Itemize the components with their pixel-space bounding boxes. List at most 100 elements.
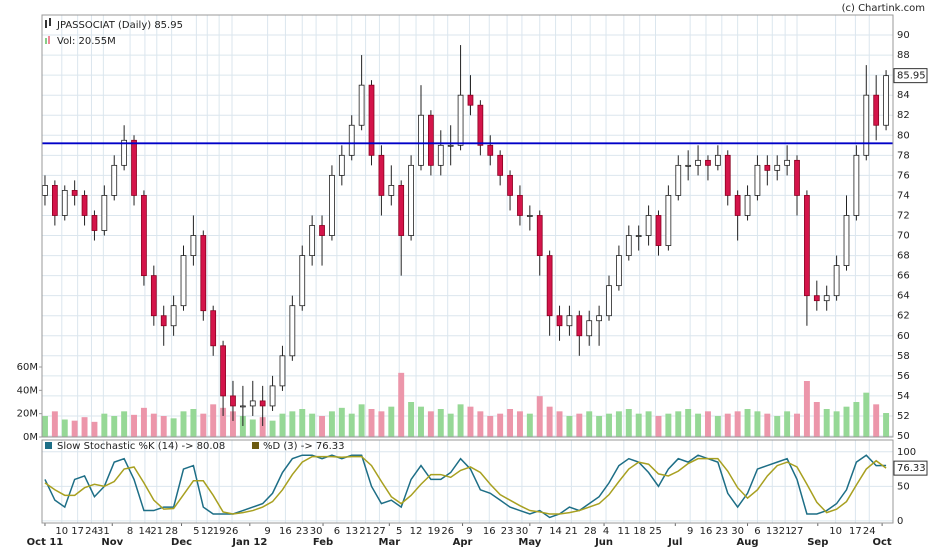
month-label: Jul bbox=[667, 537, 682, 548]
volume-bar bbox=[704, 411, 711, 437]
month-label: Aug bbox=[737, 537, 759, 548]
candle-body bbox=[576, 315, 583, 337]
y-tick-label: 74 bbox=[897, 190, 910, 201]
volume-bar bbox=[427, 411, 434, 437]
volume-bar bbox=[695, 413, 702, 437]
icon bbox=[49, 18, 51, 26]
icon bbox=[45, 20, 47, 28]
y-tick-label: 78 bbox=[897, 150, 910, 161]
candle-body bbox=[269, 385, 276, 407]
candle-body bbox=[596, 315, 602, 322]
volume-bar bbox=[566, 416, 573, 437]
volume-bar bbox=[220, 407, 227, 437]
volume-bar bbox=[645, 411, 652, 437]
stoch-box bbox=[893, 460, 928, 476]
candle-body bbox=[695, 159, 701, 166]
x-tick-label: 17 bbox=[849, 526, 862, 537]
volume-bar bbox=[378, 411, 385, 437]
y-tick-label: 56 bbox=[897, 371, 910, 382]
x-tick-label: 7 bbox=[537, 526, 543, 537]
candle-body bbox=[497, 154, 504, 176]
x-tick-label: 13 bbox=[345, 526, 358, 537]
candle-body bbox=[685, 164, 692, 167]
volume-bar bbox=[556, 411, 563, 437]
month-label: Oct bbox=[873, 537, 892, 548]
month-label: Jan 12 bbox=[231, 537, 267, 548]
candle-body bbox=[665, 195, 672, 246]
x-tick-label: 10 bbox=[829, 526, 842, 537]
candle-body bbox=[477, 104, 484, 146]
candle-body bbox=[378, 154, 385, 196]
x-tick-label: 31 bbox=[97, 526, 110, 537]
y-tick-label: 52 bbox=[897, 411, 910, 422]
candle-body bbox=[220, 345, 226, 397]
volume-bar bbox=[724, 413, 731, 437]
legend-label: Slow Stochastic %K (14) -> 80.08 bbox=[57, 441, 225, 452]
x-tick-label: 9 bbox=[466, 526, 472, 537]
candle-body bbox=[517, 195, 523, 216]
legend-swatch bbox=[45, 442, 52, 449]
candle-body bbox=[299, 255, 306, 307]
volume-bar bbox=[873, 404, 880, 437]
volume-bar bbox=[388, 406, 395, 437]
volume-bar bbox=[131, 414, 137, 437]
candle-body bbox=[329, 174, 335, 236]
x-tick-label: 12 bbox=[201, 526, 214, 537]
volume-bar bbox=[615, 411, 622, 437]
candle-body bbox=[437, 144, 444, 166]
candle-body bbox=[804, 195, 810, 297]
candle-body bbox=[190, 235, 197, 256]
header: JPASSOCIAT (Daily) 85.95 Vol: 20.55M bbox=[45, 18, 183, 47]
candle-body bbox=[111, 164, 118, 196]
candle-body bbox=[91, 215, 98, 231]
candle-body bbox=[279, 355, 286, 387]
volume-bar bbox=[111, 416, 118, 437]
icon bbox=[45, 38, 47, 44]
volume-bar bbox=[883, 413, 890, 437]
volume-bar bbox=[437, 409, 444, 437]
x-tick-label: 19 bbox=[213, 526, 226, 537]
stoch-frame bbox=[41, 439, 894, 524]
candle-body bbox=[714, 154, 721, 166]
volume-bar bbox=[249, 419, 256, 437]
y-tick-label: 68 bbox=[897, 251, 910, 262]
x-tick-label: 27 bbox=[373, 526, 386, 537]
volume-bar bbox=[447, 413, 454, 437]
y-tick-label: 70 bbox=[897, 231, 910, 242]
volume-bar bbox=[259, 417, 266, 437]
candle-body bbox=[873, 94, 880, 126]
volume-bar bbox=[635, 413, 642, 437]
volume-bar bbox=[328, 411, 335, 437]
volume-bar bbox=[368, 409, 375, 437]
candle-body bbox=[675, 164, 682, 196]
volume-bar bbox=[823, 409, 830, 437]
x-tick-label: 6 bbox=[334, 526, 340, 537]
x-tick-label: 17 bbox=[71, 526, 84, 537]
volume-bar bbox=[625, 409, 632, 437]
candle-body bbox=[240, 405, 246, 408]
volume-bar bbox=[91, 421, 98, 437]
x-tick-label: 23 bbox=[501, 526, 514, 537]
candle-body bbox=[625, 235, 632, 256]
candle-body bbox=[101, 195, 108, 231]
x-tick-label: 14 bbox=[139, 526, 152, 537]
y-tick-label: 76 bbox=[897, 170, 910, 181]
candle-body bbox=[794, 159, 800, 196]
volume-bar bbox=[714, 416, 721, 437]
volume-bar bbox=[467, 406, 474, 437]
vol-tick-label: 0M bbox=[23, 432, 38, 443]
candle-body bbox=[813, 295, 820, 302]
candle-body bbox=[843, 215, 850, 266]
candle-body bbox=[744, 195, 751, 216]
volume-bar bbox=[774, 416, 781, 437]
candle-body bbox=[655, 215, 662, 246]
x-tick-label: 26 bbox=[226, 526, 239, 537]
volume-bar bbox=[71, 420, 78, 437]
candle-body bbox=[398, 185, 405, 236]
volume-bar bbox=[863, 392, 870, 437]
candle-body bbox=[566, 315, 573, 327]
candle-body bbox=[853, 154, 860, 216]
volume-bar bbox=[170, 418, 177, 437]
x-tick-label: 13 bbox=[766, 526, 779, 537]
